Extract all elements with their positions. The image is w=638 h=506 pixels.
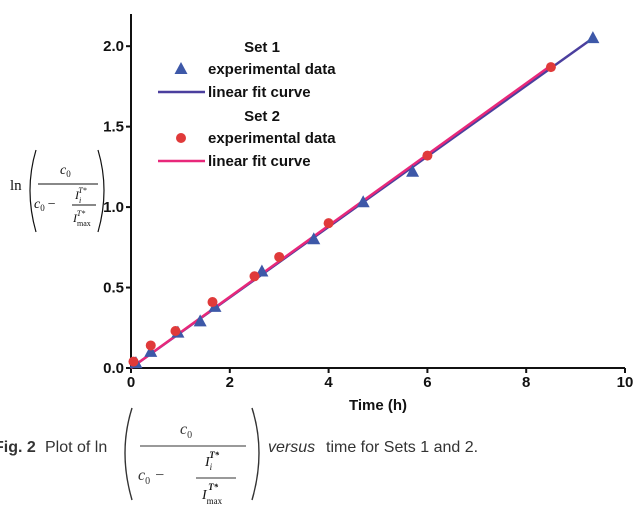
data-point	[274, 251, 285, 262]
caption-label: Fig. 2	[0, 439, 36, 456]
data-point	[144, 344, 158, 357]
legend-label: linear fit curve	[208, 84, 311, 101]
small-denominator: ImaxT*	[72, 209, 91, 228]
data-point	[255, 264, 269, 277]
x-tick-label: 0	[127, 374, 135, 391]
data-point	[307, 232, 321, 245]
legend-swatch	[174, 62, 188, 74]
caption: Fig. 2 Plot of ln c0 c0− IiT* ImaxT* ver…	[0, 407, 478, 506]
y-tick-label: 0.0	[103, 360, 124, 377]
data-point	[128, 356, 139, 367]
data-point	[249, 271, 260, 282]
x-tick-label: 8	[522, 374, 530, 391]
caption-numerator: c0	[180, 421, 192, 441]
legend-label: experimental data	[208, 61, 336, 78]
paren	[97, 149, 105, 233]
caption-small-numerator: IiT*	[204, 450, 220, 472]
caption-text: time for Sets 1 and 2.	[326, 439, 478, 456]
y-tick-label: 1.0	[103, 199, 124, 216]
data-point	[323, 218, 334, 229]
y-tick-label: 0.5	[103, 280, 124, 297]
data-point	[356, 195, 370, 208]
data-point	[170, 325, 181, 336]
legend-title: Set 1	[244, 39, 280, 56]
caption-denominator: c0−	[138, 467, 164, 487]
paren	[124, 407, 133, 501]
x-tick-label: 2	[226, 374, 234, 391]
y-tick-label: 1.5	[103, 119, 124, 136]
small-numerator: IiT*	[74, 186, 87, 205]
x-tick-label: 6	[423, 374, 431, 391]
data-point	[207, 297, 218, 308]
x-tick-label: 4	[324, 374, 333, 391]
data-point	[545, 62, 556, 73]
legend-label: linear fit curve	[208, 153, 311, 170]
paren	[29, 149, 37, 233]
caption-small-denominator: ImaxT*	[201, 482, 223, 506]
legend-title: Set 2	[244, 108, 280, 125]
denominator: c0−	[34, 197, 56, 213]
legend-swatch	[176, 133, 186, 143]
y-axis-label: ln c0 c0− IiT* ImaxT*	[10, 149, 105, 233]
legend-label: experimental data	[208, 130, 336, 147]
caption-text: Plot of ln	[45, 439, 107, 456]
data-point	[193, 314, 207, 327]
data-point	[145, 340, 156, 351]
x-axis-label: Time (h)	[349, 397, 407, 414]
fit-line	[130, 64, 552, 370]
data-point	[586, 31, 600, 44]
x-tick-label: 10	[617, 374, 634, 391]
y-tick-label: 2.0	[103, 38, 124, 55]
ln: ln	[10, 178, 22, 194]
data-point	[422, 150, 433, 161]
numerator: c0	[60, 163, 71, 179]
paren	[251, 407, 260, 501]
data-point	[406, 164, 420, 177]
caption-text: versus	[268, 439, 315, 456]
